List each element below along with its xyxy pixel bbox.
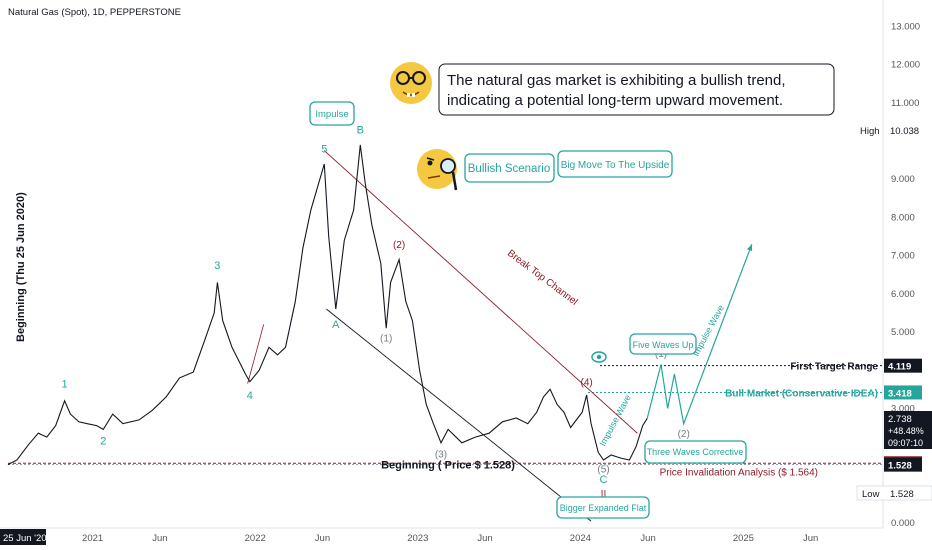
beginning-label: Beginning ( Price $ 1.528) xyxy=(381,460,515,472)
high-marker: High 10.038 xyxy=(860,126,919,137)
wave-label: (3) xyxy=(435,449,447,460)
face-mouth-icon xyxy=(427,175,441,179)
first-target-label: First Target Range xyxy=(790,362,878,373)
impulse-callout[interactable]: Impulse xyxy=(309,101,355,126)
five-waves-label: Five Waves Up xyxy=(633,340,694,350)
vertical-beginning-label: Beginning (Thu 25 Jun 2020) xyxy=(15,192,27,342)
low-marker: Low 1.528 xyxy=(856,485,932,501)
five-waves-callout[interactable]: Five Waves Up xyxy=(629,333,697,355)
wave-label: (5) xyxy=(597,465,609,476)
x-tick-label: Jun xyxy=(803,533,818,544)
y-tick-label: 0.000 xyxy=(891,518,915,529)
y-tick-label: 8.000 xyxy=(891,212,915,223)
wave-label: 5 xyxy=(321,144,327,156)
big-move-callout[interactable]: Big Move To The Upside xyxy=(557,150,673,178)
wave-label: 2 xyxy=(100,436,106,448)
axis-price-tag xyxy=(884,457,922,472)
low-label: Low xyxy=(862,489,880,500)
high-label: High xyxy=(860,126,880,137)
x-tick-label: 2023 xyxy=(407,533,428,544)
bar-countdown: 09:07:10 xyxy=(888,438,923,448)
y-tick-label: 7.000 xyxy=(891,251,915,262)
tooth-icon xyxy=(412,93,415,97)
wave-label: B xyxy=(357,124,364,136)
big-move-label: Big Move To The Upside xyxy=(561,160,670,171)
wave-label: || xyxy=(601,489,607,501)
x-tick-highlight xyxy=(0,529,46,545)
current-change: +48.48% xyxy=(888,426,924,436)
price-series-line xyxy=(7,144,648,466)
wave-label: C xyxy=(600,474,608,486)
y-tick-label: 6.000 xyxy=(891,289,915,300)
current-price-box[interactable]: 2.738 +48.48% 09:07:10 xyxy=(884,411,932,449)
eyebrow-icon xyxy=(426,157,435,161)
x-tick-label: 2021 xyxy=(82,533,103,544)
eye-icon xyxy=(427,160,433,166)
x-tick-label: Jun xyxy=(315,533,330,544)
axis-price-value: 3.418 xyxy=(888,388,912,399)
low-value: 1.528 xyxy=(890,489,914,500)
bullish-scenario-callout[interactable]: Bullish Scenario xyxy=(417,149,555,191)
three-waves-callout[interactable]: Three Waves Corrective xyxy=(644,440,747,464)
y-tick-label: 5.000 xyxy=(891,327,915,338)
y-tick-label: 3.000 xyxy=(891,403,915,414)
wave-label: (1) xyxy=(380,334,392,345)
comment-line-2: indicating a potential long-term upward … xyxy=(447,92,783,109)
y-tick-label: 13.000 xyxy=(891,21,920,32)
bigger-flat-callout[interactable]: Bigger Expanded Flat xyxy=(556,496,650,519)
wave-label: 1 xyxy=(62,378,68,390)
impulse-label: Impulse xyxy=(315,109,348,120)
axis-price-tag xyxy=(884,385,922,400)
wave-label: (4) xyxy=(580,377,592,388)
x-tick-label: Jun xyxy=(477,533,492,544)
three-waves-label: Three Waves Corrective xyxy=(647,447,744,457)
projection-arrowhead xyxy=(747,244,753,252)
channel-top-line xyxy=(323,150,638,434)
time-axis[interactable]: 25 Jun '20 2021 Jun 2022 Jun 2023 Jun 2024 Jun 20… xyxy=(0,527,883,545)
price-axis[interactable]: 13.000 12.000 11.000 9.000 8.000 7.000 6.000 5.… xyxy=(882,0,920,529)
comment-bubble[interactable]: The natural gas market is exhibiting a b… xyxy=(390,62,835,116)
axis-price-value: 1.528 xyxy=(888,461,912,472)
channel-label: Break Top Channel xyxy=(505,248,579,308)
tooth-icon xyxy=(407,93,410,97)
x-tick-label: 2022 xyxy=(245,533,266,544)
magnifier-icon xyxy=(440,158,456,174)
projection-path xyxy=(646,243,753,426)
invalidation-label: Price Invalidation Analysis ($ 1.564) xyxy=(660,467,818,478)
x-tick-label: 2024 xyxy=(570,533,591,544)
x-tick-label: 25 Jun '20 xyxy=(3,533,47,544)
bullish-scenario-label: Bullish Scenario xyxy=(468,163,550,175)
bull-market-label: Bull Market (Conservative IDEA) xyxy=(725,388,878,399)
y-tick-label: 11.000 xyxy=(891,98,919,109)
chart-title: Natural Gas (Spot), 1D, PEPPERSTONE xyxy=(8,7,181,18)
axis-price-value: 4.119 xyxy=(888,362,911,373)
bigger-flat-label: Bigger Expanded Flat xyxy=(560,503,647,513)
wave-label: 3 xyxy=(214,260,220,272)
magnifier-handle-icon xyxy=(451,171,458,191)
channel-bottom-line xyxy=(326,308,592,522)
x-tick-label: Jun xyxy=(152,533,167,544)
comment-line-1: The natural gas market is exhibiting a b… xyxy=(447,72,786,89)
impulse-wave-label: Impulse Wave xyxy=(597,393,632,448)
wave-label: (2) xyxy=(678,429,690,440)
eye-marker-icon xyxy=(591,351,607,363)
axis-price-tag xyxy=(884,358,922,373)
x-tick-label: Jun xyxy=(640,533,655,544)
nerd-mouth-icon xyxy=(402,91,420,96)
y-tick-label: 12.000 xyxy=(891,60,920,71)
x-tick-label: 2025 xyxy=(733,533,754,544)
nerd-face-icon xyxy=(390,62,432,104)
trend-connector xyxy=(247,324,265,384)
wave-label: 4 xyxy=(247,390,253,402)
current-price: 2.738 xyxy=(888,414,912,425)
high-value: 10.038 xyxy=(890,126,919,137)
wave-label: A xyxy=(332,319,340,331)
y-tick-label: 9.000 xyxy=(891,174,915,185)
wave-label: (2) xyxy=(393,240,405,251)
